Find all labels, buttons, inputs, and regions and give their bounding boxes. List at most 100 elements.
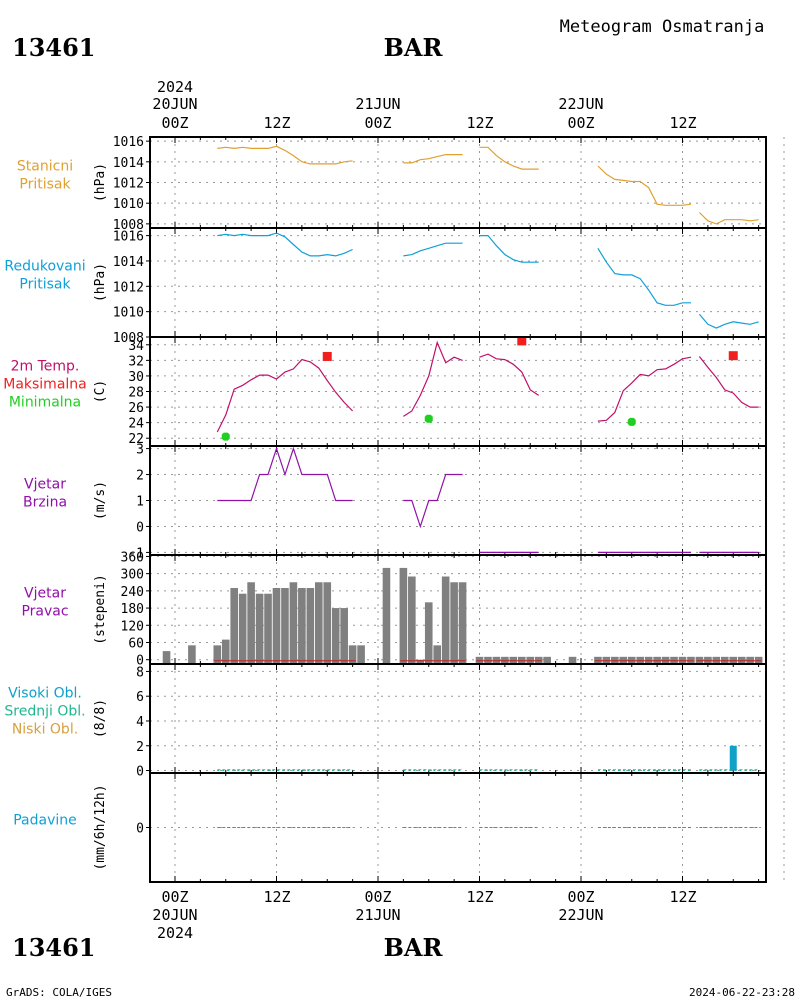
panel-title: Visoki Obl. (8, 686, 82, 702)
series-line (597, 165, 692, 206)
wind-direction-bar (458, 582, 467, 664)
y-tick-label: 1016 (113, 230, 144, 245)
series-line (698, 356, 759, 408)
panel-title: Vjetar (24, 586, 66, 602)
wind-direction-bar (433, 645, 442, 664)
high-cloud-bar (729, 745, 737, 771)
y-tick-label: 0 (136, 822, 144, 837)
panel-title: Vjetar (24, 477, 66, 493)
panel-precipitation: 0 (mm/6h/12h) Padavine (13, 772, 785, 883)
bottom-year: 2024 (157, 924, 193, 942)
y-axis-label: (C) (93, 380, 108, 403)
series-line (403, 340, 463, 417)
y-tick-label: 4 (136, 715, 144, 730)
y-axis-label: (m/s) (93, 481, 108, 520)
series-line (479, 146, 539, 170)
y-tick-label: 2 (136, 469, 144, 484)
top-tick-label: 00Z (567, 114, 594, 132)
y-tick-label: 1008 (113, 218, 144, 233)
panel-title: Pritisak (19, 177, 71, 193)
panel-title: 2m Temp. (11, 359, 80, 375)
header-station-name: BAR (384, 33, 444, 62)
y-tick-label: 30 (128, 370, 144, 385)
y-tick-label: 1 (136, 495, 144, 510)
min-temp-marker (424, 414, 433, 423)
series-line (217, 446, 353, 502)
wind-direction-bar (298, 587, 306, 664)
panels: 10081010101210141016(hPa)StanicniPritisa… (3, 135, 785, 883)
panel-station_pressure: 1008 1010 1012 1014 1016 (hPa) Stanicni Pritisa… (17, 135, 785, 233)
bottom-tick-label: 12Z (466, 888, 493, 906)
y-tick-label: 28 (128, 386, 144, 401)
y-axis-label: (8/8) (93, 699, 108, 738)
y-tick-label: -1 (128, 546, 144, 561)
series-line (479, 235, 539, 263)
y-axis-label: (hPa) (93, 163, 108, 202)
y-tick-label: 0 (136, 765, 144, 780)
bottom-date-label-21jun: 21JUN (355, 906, 400, 924)
wind-direction-bar (348, 645, 357, 664)
wind-direction-bar (424, 602, 433, 664)
wind-direction-bar (357, 645, 365, 664)
y-tick-label: 22 (128, 432, 144, 447)
top-date-label-20jun: 20JUN (152, 95, 197, 113)
top-tick-label: 00Z (161, 114, 188, 132)
wind-direction-bar (314, 582, 323, 664)
header-station-id: 13461 (12, 33, 96, 62)
plot-area-reduced_pressure (217, 232, 759, 329)
panel-wind_speed: -1 0 1 2 3 (m/s) Vjetar Brzina (23, 443, 785, 561)
wind-direction-bar (264, 593, 272, 664)
series-line (597, 247, 691, 306)
y-tick-label: 1010 (113, 197, 144, 212)
y-tick-label: 60 (128, 636, 144, 651)
series-line (698, 212, 759, 225)
y-tick-label: 32 (128, 354, 144, 369)
y-tick-label: 34 (128, 339, 144, 354)
panel-title: Padavine (13, 813, 77, 829)
max-temp-marker (517, 337, 527, 346)
series-line (217, 145, 353, 165)
bottom-tick-label: 12Z (263, 888, 290, 906)
plot-area-cloud_cover (217, 745, 759, 772)
wind-direction-bar (221, 639, 230, 664)
wind-direction-bar (247, 582, 255, 664)
panel-title: Stanicni (17, 159, 73, 175)
panel-frame (149, 663, 767, 774)
series-line (216, 358, 354, 433)
plot-area-wind_direction (162, 567, 763, 664)
panel-title: Brzina (23, 495, 67, 511)
wind-direction-bar (450, 582, 458, 664)
top-year: 2024 (157, 78, 193, 96)
header-title: Meteogram Osmatranja (560, 17, 765, 37)
y-tick-label: 180 (121, 602, 144, 617)
y-tick-label: 0 (136, 654, 144, 669)
y-tick-label: 360 (121, 550, 144, 565)
footer-station-name: BAR (384, 933, 444, 962)
y-axis-label: (hPa) (93, 263, 108, 302)
min-temp-marker (627, 417, 636, 426)
plot-area-wind_speed (217, 446, 759, 554)
y-tick-label: 1014 (113, 255, 144, 270)
wind-direction-bar (162, 651, 171, 664)
wind-direction-bar (568, 656, 577, 664)
wind-direction-bar (213, 645, 222, 664)
min-temp-marker (221, 432, 230, 441)
panel-reduced_pressure: 1008 1010 1012 1014 1016 (hPa) Redukovani Priti… (4, 227, 785, 346)
top-date-label-22jun: 22JUN (558, 95, 603, 113)
y-tick-label: 1008 (113, 331, 144, 346)
panel-wind_direction: 0 60 120 180 240 300 360 (stepeni) Vjetar Pravac (21, 550, 785, 669)
wind-direction-bar (416, 659, 425, 664)
bottom-tick-label: 00Z (161, 888, 188, 906)
panel-frame (149, 772, 767, 883)
wind-direction-bar (230, 587, 239, 664)
wind-direction-bar (272, 587, 281, 664)
y-tick-label: 6 (136, 690, 144, 705)
wind-direction-bar (281, 587, 289, 664)
panel-title: Pritisak (19, 277, 71, 293)
wind-direction-bar (188, 645, 196, 664)
y-tick-label: 3 (136, 443, 144, 458)
series-line (698, 313, 759, 329)
bottom-date-label-22jun: 22JUN (558, 906, 603, 924)
